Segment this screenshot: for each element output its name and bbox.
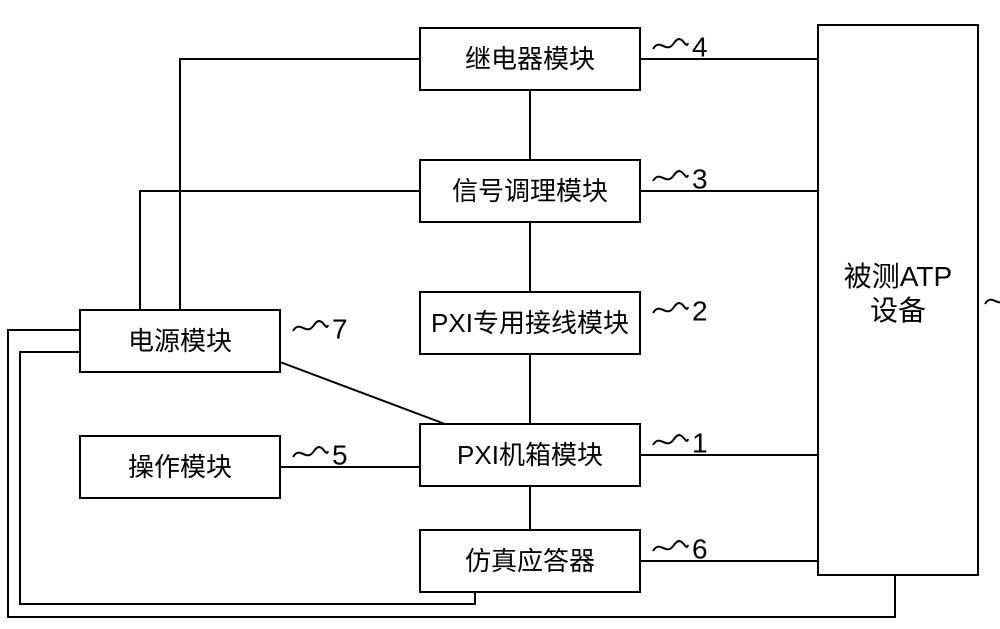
annotation-relay: 4: [692, 31, 708, 62]
operate-label: 操作模块: [128, 452, 232, 482]
signal-label: 信号调理模块: [452, 176, 608, 206]
annotation-operate: 5: [332, 439, 348, 470]
annotation-responder: 6: [692, 533, 708, 564]
block-diagram: 继电器模块信号调理模块 PXI专用接线模块 PXI机箱模块仿真应答器 电源模块操作模块…: [0, 0, 1000, 629]
annotation-pxibox: 1: [692, 427, 708, 458]
tilde-mark: [293, 321, 328, 331]
tilde-mark: [653, 541, 688, 551]
tilde-mark: [653, 171, 688, 181]
tilde-mark: [653, 435, 688, 445]
tilde-mark: [985, 294, 1000, 304]
conn-power-pxibox: [280, 362, 445, 424]
relay-label: 继电器模块: [465, 44, 595, 74]
atp-label-line2: 设备: [870, 295, 926, 326]
tilde-mark: [653, 303, 688, 313]
conn-power-relay: [180, 59, 420, 310]
power-label: 电源模块: [128, 326, 232, 356]
annotation-pxiwire: 2: [692, 295, 708, 326]
responder-label: 仿真应答器: [465, 546, 595, 576]
conn-power-signal: [140, 191, 420, 310]
atp-label-line1: 被测ATP: [844, 261, 952, 292]
tilde-mark: [653, 39, 688, 49]
annotation-power: 7: [332, 313, 348, 344]
pxibox-label: PXI机箱模块: [457, 440, 603, 470]
pxiwire-label: PXI专用接线模块: [431, 308, 629, 338]
annotation-signal: 3: [692, 163, 708, 194]
tilde-mark: [293, 447, 328, 457]
